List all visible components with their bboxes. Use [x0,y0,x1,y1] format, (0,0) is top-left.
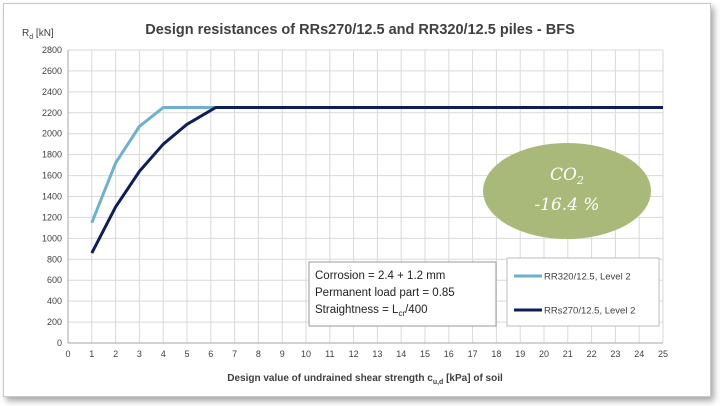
legend-label-1: RR320/12.5, Level 2 [544,272,631,283]
x-tick-label: 21 [563,349,573,359]
x-tick-label: 20 [539,349,549,359]
x-tick-label: 9 [280,349,285,359]
y-tick-label: 600 [47,275,62,285]
series-lines [90,106,663,254]
x-tick-label: 2 [113,349,118,359]
x-tick-label: 7 [232,349,237,359]
annotation-line3: Straightness = Lcr/400 [315,304,428,318]
badge-line2: -16.4 % [534,195,599,215]
x-tick-label: 6 [208,349,213,359]
y-axis-label: Rd [kN] [22,28,54,41]
x-tick-label: 16 [444,349,454,359]
tick-labels: 0200400600800100012001400160018002000220… [42,45,668,359]
x-tick-label: 8 [256,349,261,359]
x-tick-label: 25 [658,349,668,359]
x-tick-label: 17 [468,349,478,359]
x-tick-label: 11 [325,349,334,359]
x-tick-label: 13 [372,349,382,359]
y-tick-label: 1000 [42,233,62,243]
axes [67,50,663,344]
x-tick-label: 12 [349,349,359,359]
annotation-line1: Corrosion = 2.4 + 1.2 mm [315,270,445,282]
y-tick-label: 0 [57,338,62,348]
legend: RR320/12.5, Level 2 RRs270/12.5, Level 2 [506,257,660,327]
x-tick-label: 22 [587,349,597,359]
y-tick-label: 1800 [42,150,62,160]
y-tick-label: 2000 [42,129,62,139]
badge-ellipse [483,143,651,239]
annotation-line2: Permanent load part = 0.85 [315,287,455,299]
series-line-2 [90,106,663,254]
x-tick-label: 1 [89,349,94,359]
annotation-rect [308,261,497,327]
legend-box [506,257,660,327]
x-tick-label: 18 [491,349,501,359]
legend-label-2: RRs270/12.5, Level 2 [544,306,635,317]
y-tick-label: 1400 [42,192,62,202]
x-tick-label: 23 [610,349,620,359]
x-tick-label: 0 [65,349,70,359]
x-tick-label: 4 [161,349,166,359]
y-tick-label: 2400 [42,87,62,97]
y-tick-label: 800 [47,254,62,264]
x-tick-label: 10 [301,349,311,359]
y-tick-label: 200 [47,317,62,327]
x-tick-label: 5 [184,349,189,359]
x-tick-label: 14 [396,349,406,359]
x-tick-label: 15 [420,349,430,359]
x-axis-label: Design value of undrained shear strength… [227,373,503,386]
y-tick-label: 2600 [42,66,62,76]
annotation-box: Corrosion = 2.4 + 1.2 mm Permanent load … [308,261,497,327]
chart-title: Design resistances of RRs270/12.5 and RR… [145,22,575,38]
co2-badge: CO2 -16.4 % [483,143,651,239]
y-tick-label: 1600 [42,171,62,181]
y-tick-label: 2200 [42,108,62,118]
badge-line1: CO2 [550,165,584,187]
y-tick-label: 2800 [42,45,62,55]
x-tick-label: 24 [634,349,644,359]
x-tick-label: 3 [137,349,142,359]
x-tick-label: 19 [515,349,525,359]
y-tick-label: 400 [47,296,62,306]
y-tick-label: 1200 [42,212,62,222]
